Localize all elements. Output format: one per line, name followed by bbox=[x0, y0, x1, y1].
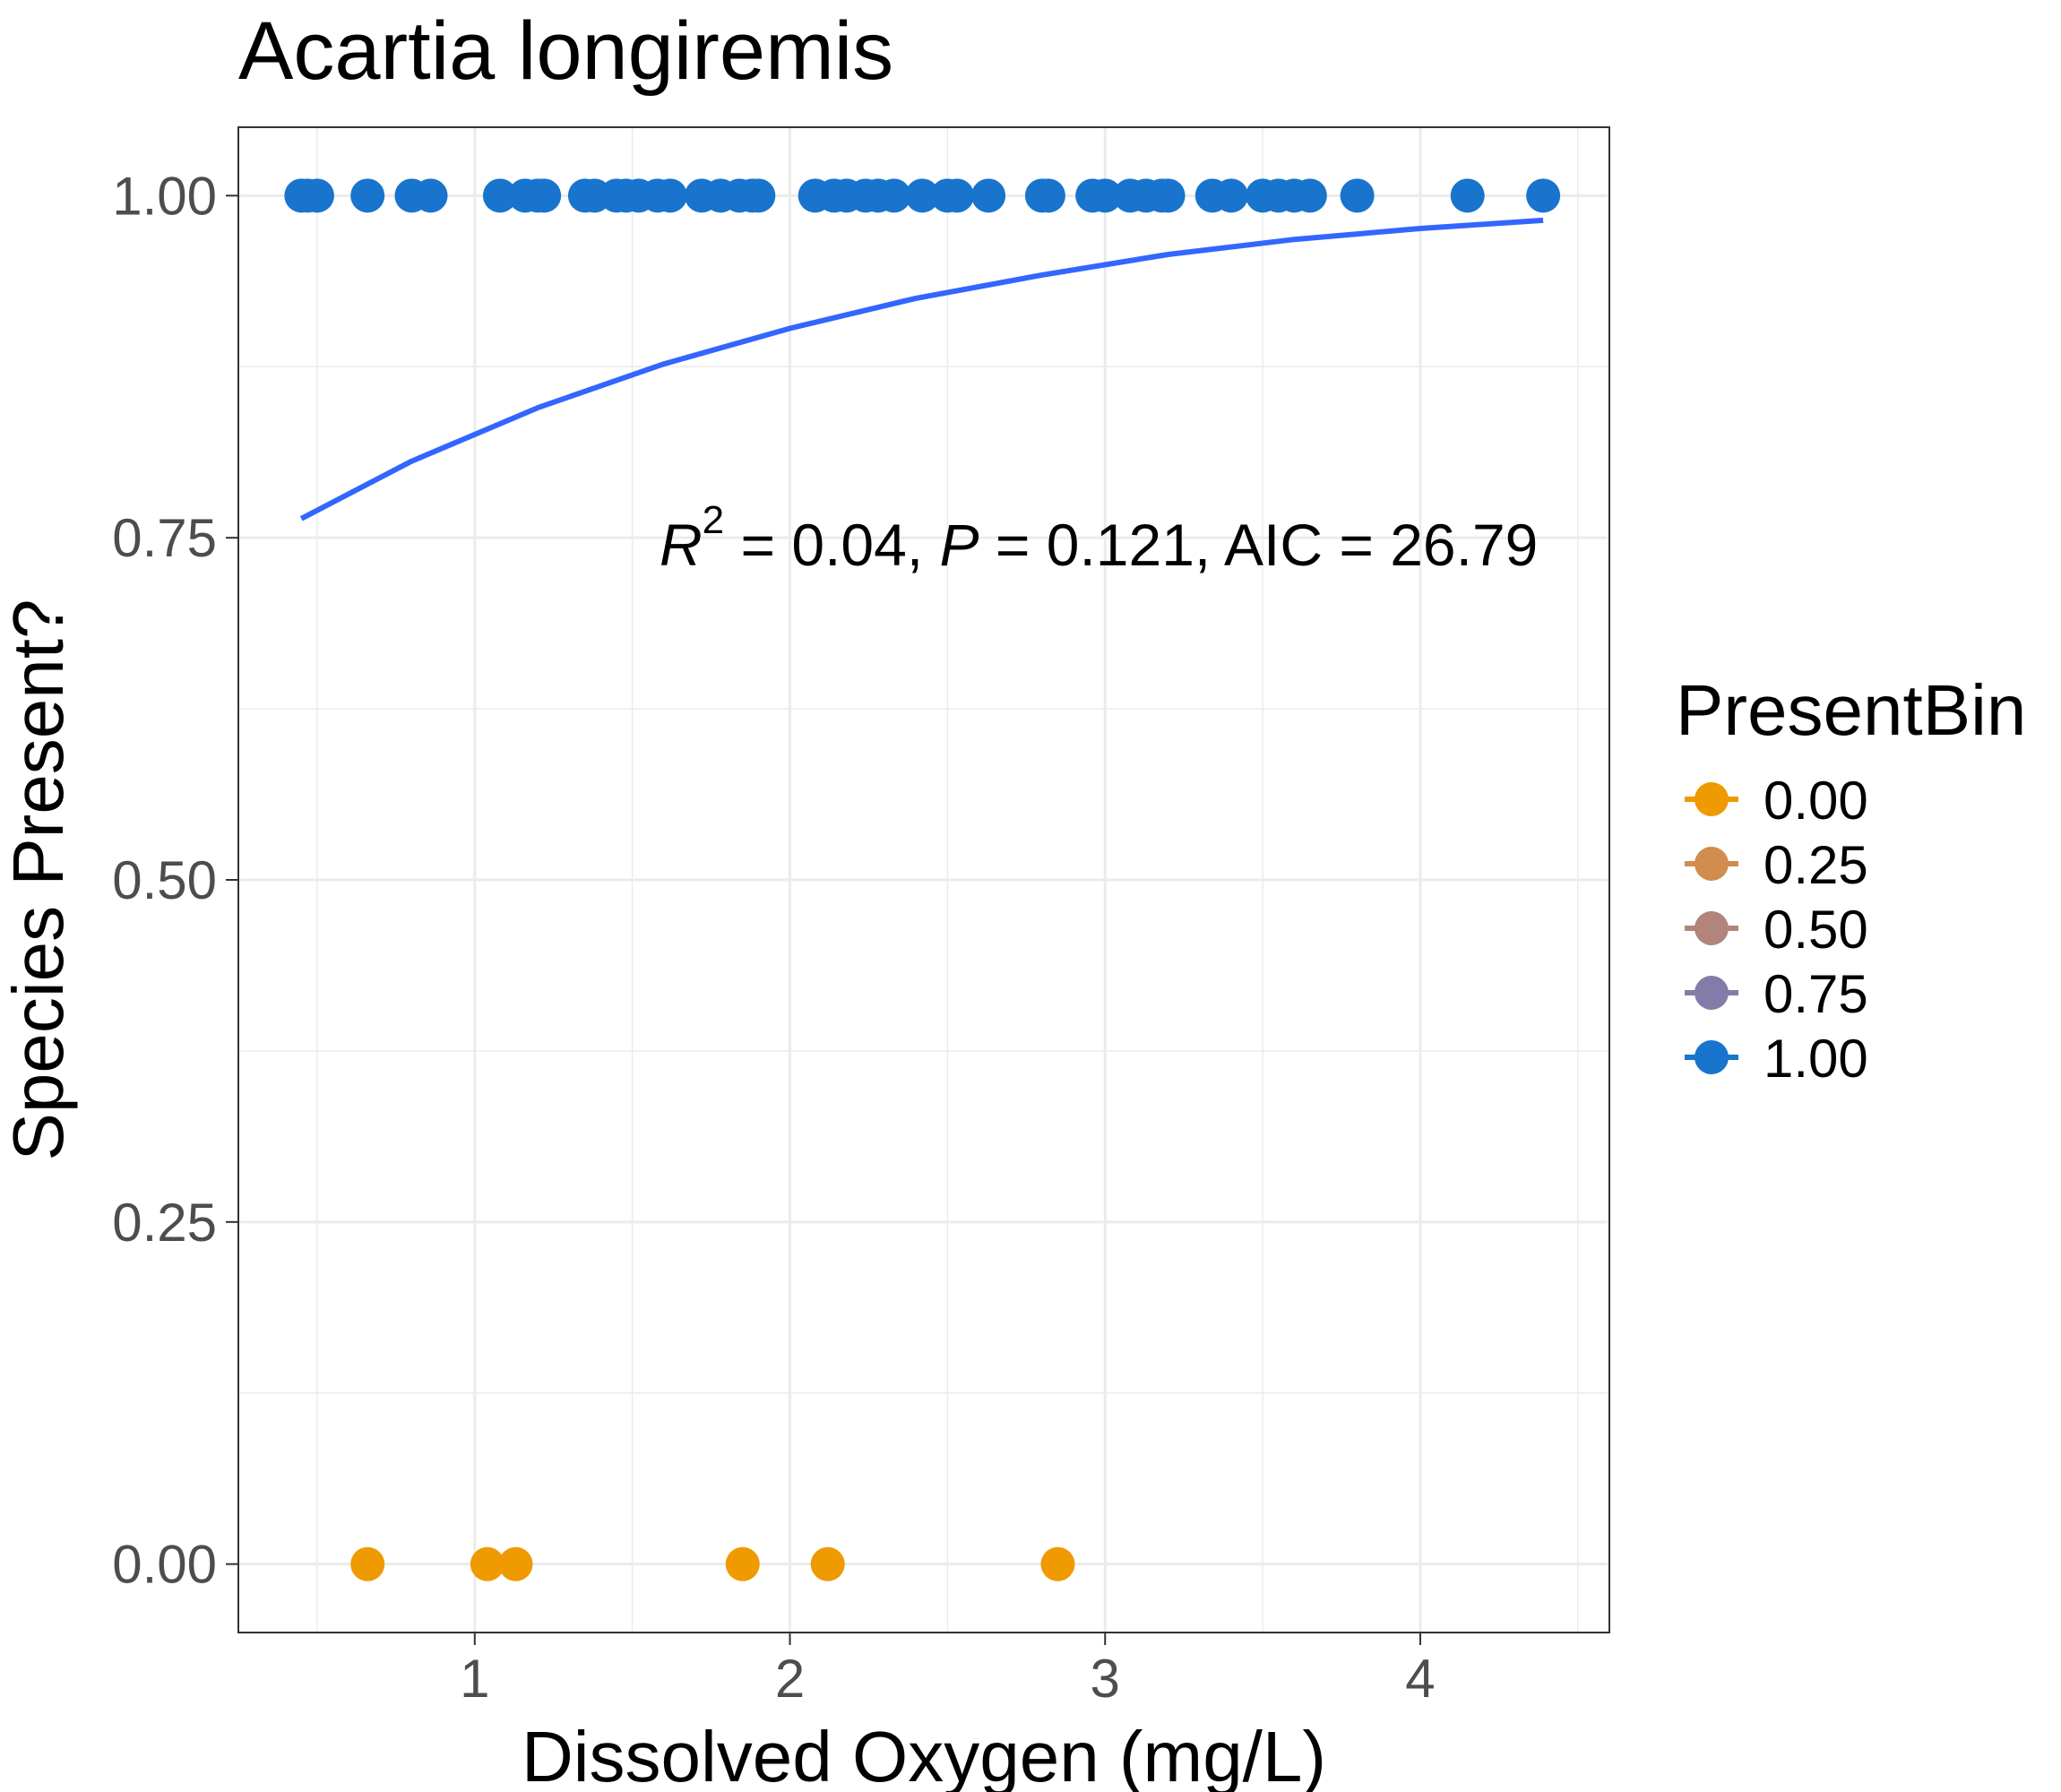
data-point bbox=[652, 178, 687, 213]
x-axis-label: Dissolved Oxygen (mg/L) bbox=[522, 1717, 1326, 1792]
data-point bbox=[810, 1546, 845, 1581]
data-point bbox=[1213, 178, 1248, 213]
data-point bbox=[470, 1546, 504, 1581]
legend-key-point bbox=[1695, 782, 1729, 816]
data-point bbox=[1030, 178, 1065, 213]
legend-key-point bbox=[1695, 847, 1729, 881]
y-axis: 0.00 0.25 0.50 0.75 1.00 bbox=[112, 166, 238, 1595]
plot-panel bbox=[237, 126, 1610, 1633]
legend-label: 0.50 bbox=[1763, 900, 1868, 960]
legend-items: 0.000.250.500.751.00 bbox=[1685, 771, 1868, 1089]
points-group bbox=[284, 178, 1561, 1581]
y-axis-label: Species Present? bbox=[0, 599, 78, 1160]
data-point bbox=[971, 178, 1006, 213]
data-point bbox=[1292, 178, 1327, 213]
x-tick-label: 3 bbox=[1091, 1649, 1120, 1709]
legend-label: 0.75 bbox=[1763, 964, 1868, 1024]
legend-label: 1.00 bbox=[1763, 1029, 1868, 1089]
x-tick-label: 2 bbox=[775, 1649, 805, 1709]
legend-label: 0.25 bbox=[1763, 835, 1868, 895]
data-point bbox=[939, 178, 974, 213]
data-point bbox=[350, 1546, 385, 1581]
data-point bbox=[350, 178, 385, 213]
fit-curve-group bbox=[299, 217, 1544, 521]
data-point bbox=[1151, 178, 1186, 213]
data-point bbox=[905, 178, 940, 213]
chart-title: Acartia longiremis bbox=[238, 5, 893, 97]
data-point bbox=[299, 178, 334, 213]
data-point bbox=[741, 178, 776, 213]
y-tick-label: 0.25 bbox=[112, 1193, 217, 1253]
p-symbol: P bbox=[940, 512, 979, 578]
x-tick-label: 4 bbox=[1405, 1649, 1435, 1709]
data-point bbox=[1340, 178, 1375, 213]
data-point bbox=[1088, 178, 1123, 213]
y-tick-label: 1.00 bbox=[112, 166, 217, 226]
data-point bbox=[876, 178, 911, 213]
data-point bbox=[498, 1546, 533, 1581]
data-point bbox=[1526, 178, 1561, 213]
data-point bbox=[1450, 178, 1485, 213]
r-symbol: R bbox=[660, 512, 703, 578]
legend-title: PresentBin bbox=[1676, 670, 2026, 750]
fit-curve bbox=[299, 217, 1544, 521]
data-point bbox=[725, 1546, 760, 1581]
data-point bbox=[1040, 1546, 1075, 1581]
stats-annotation: R2 = 0.04, P = 0.121, AIC = 26.79 bbox=[660, 498, 1538, 578]
grid bbox=[238, 127, 1609, 1633]
p-aic-values: = 0.121, AIC = 26.79 bbox=[979, 512, 1539, 578]
legend-key-point bbox=[1695, 976, 1729, 1010]
legend-label: 0.00 bbox=[1763, 771, 1868, 831]
legend-key-point bbox=[1695, 911, 1729, 945]
y-tick-label: 0.00 bbox=[112, 1535, 217, 1595]
y-tick-label: 0.75 bbox=[112, 508, 217, 568]
r-value: = 0.04, bbox=[724, 512, 939, 578]
legend-key-point bbox=[1695, 1040, 1729, 1074]
x-axis: 1 2 3 4 bbox=[460, 1633, 1436, 1709]
legend: PresentBin 0.000.250.500.751.00 bbox=[1676, 670, 2026, 1089]
r-exponent: 2 bbox=[703, 498, 724, 542]
data-point bbox=[413, 178, 448, 213]
data-point bbox=[482, 178, 517, 213]
y-tick-label: 0.50 bbox=[112, 850, 217, 910]
data-point bbox=[527, 178, 562, 213]
x-tick-label: 1 bbox=[460, 1649, 489, 1709]
